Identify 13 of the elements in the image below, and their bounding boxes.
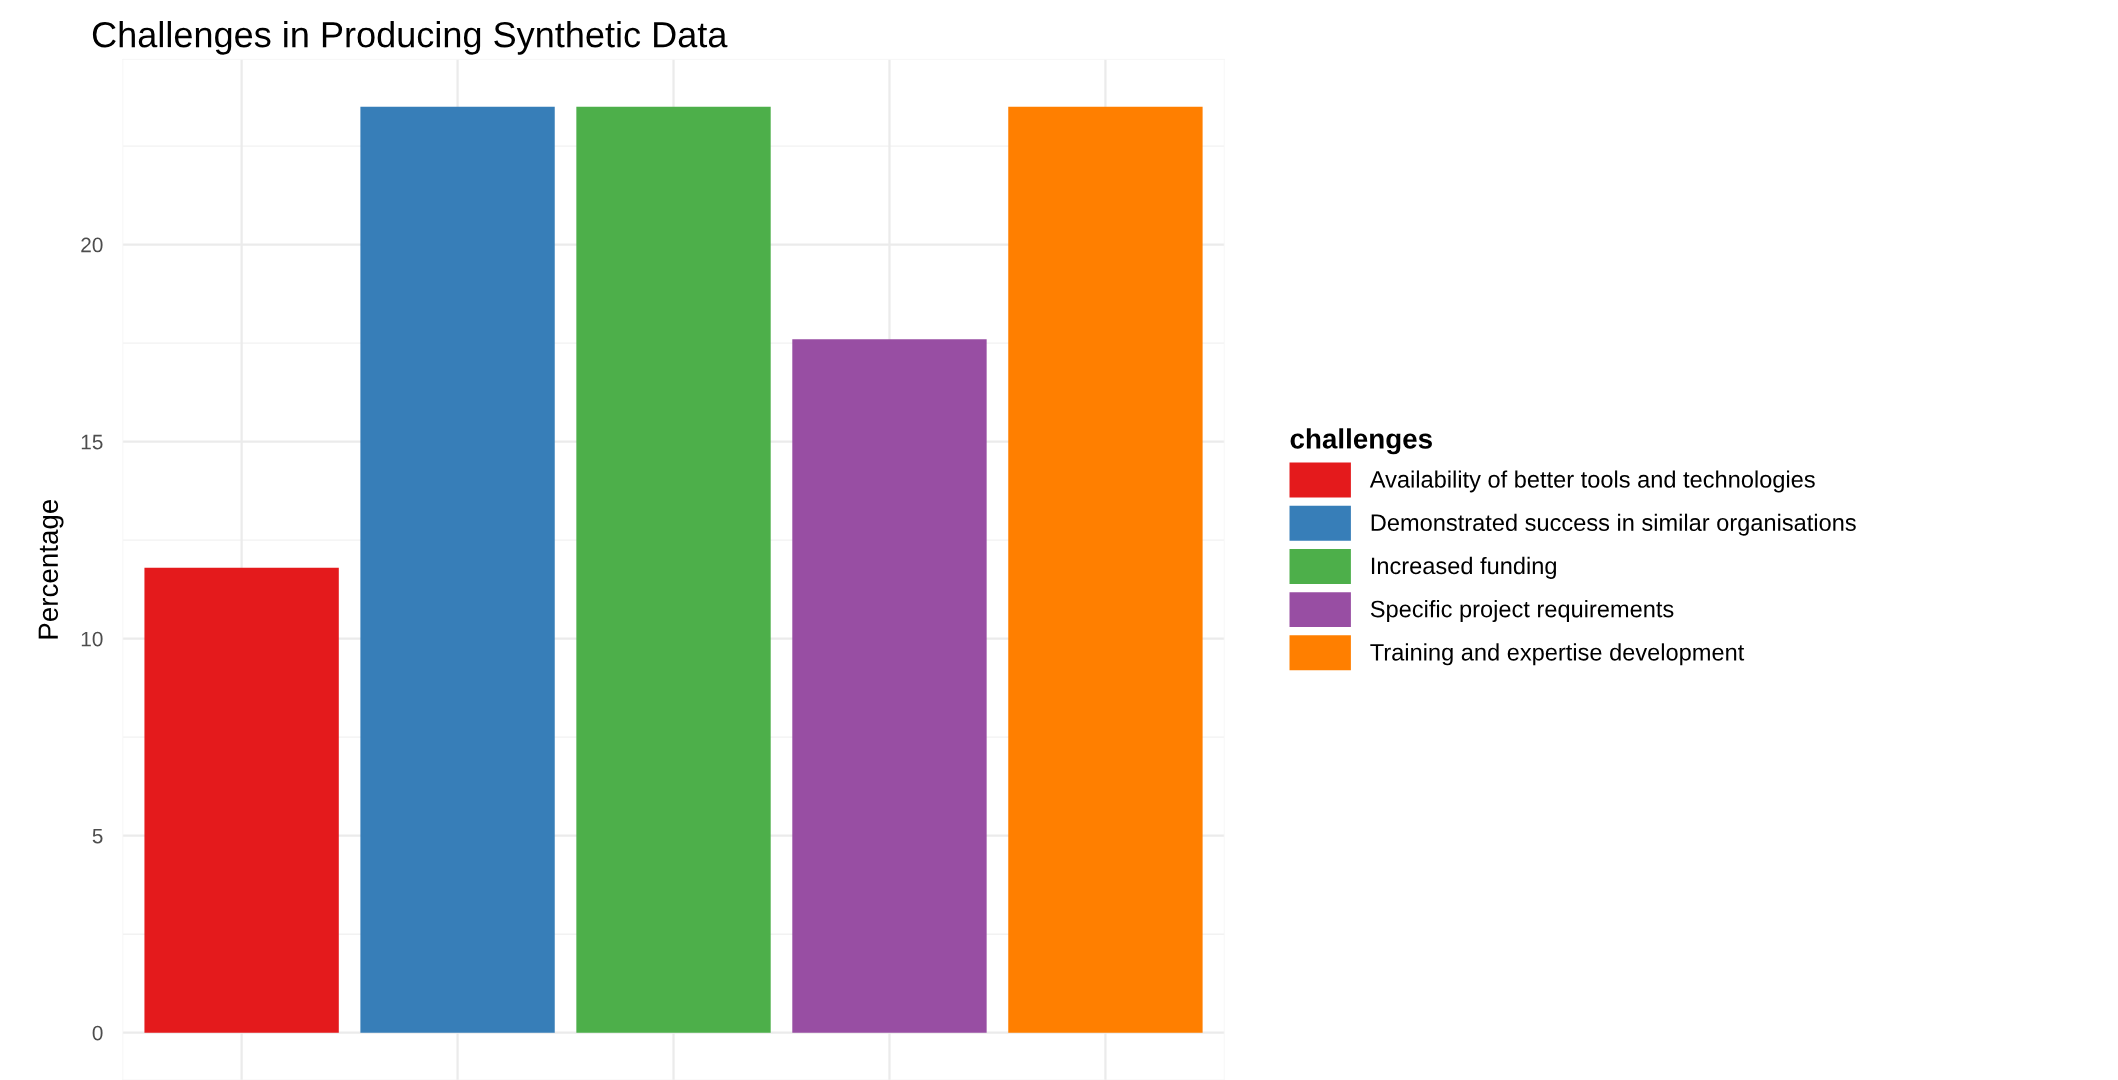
y-tick-label: 20 <box>81 237 103 253</box>
y-axis-title: Percentage <box>38 499 64 639</box>
legend-label: Specific project requirements <box>1370 600 1674 623</box>
y-tick-label: 10 <box>81 631 103 647</box>
y-tick-label: 5 <box>92 828 103 844</box>
legend-label: Availability of better tools and technologies <box>1369 470 1815 493</box>
legend-title: challenges <box>1290 428 1432 455</box>
legend-label: Increased funding <box>1371 556 1556 579</box>
legend-label: Demonstrated success in similar organisations <box>1371 513 1856 536</box>
y-tick-label: 0 <box>92 1025 103 1041</box>
chart-title: Challenges in Producing Synthetic Data <box>92 20 728 55</box>
y-tick-label: 15 <box>81 434 103 450</box>
legend-label: Training and expertise development <box>1370 643 1745 666</box>
